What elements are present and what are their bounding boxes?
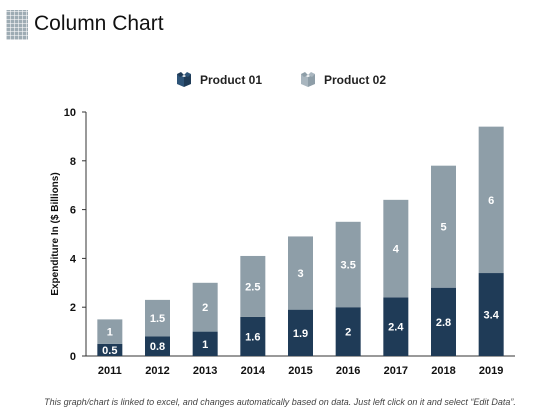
bar-product-02 [97, 319, 123, 344]
data-label: 1 [202, 339, 208, 351]
bar-product-02 [192, 282, 218, 332]
data-label: 1.6 [245, 331, 260, 343]
x-tick-label: 2016 [336, 365, 360, 377]
data-label: 2 [345, 327, 351, 339]
bar-product-01 [240, 316, 266, 356]
data-label: 0.8 [150, 341, 165, 353]
data-label: 1.9 [293, 328, 308, 340]
data-label: 2.8 [436, 317, 451, 329]
x-tick-label: 2014 [241, 365, 266, 377]
grid-square-icon [6, 10, 28, 40]
x-tick-label: 2012 [145, 365, 169, 377]
y-tick-label: 2 [70, 302, 76, 314]
y-tick-label: 4 [70, 253, 77, 265]
data-label: 1.5 [150, 313, 165, 325]
data-label: 1 [107, 327, 113, 339]
legend-item-product-02: Product 02 [300, 68, 386, 92]
bar-product-01 [192, 331, 218, 356]
bar-product-01 [478, 273, 504, 356]
data-label: 3 [297, 268, 303, 280]
data-label: 4 [393, 244, 400, 256]
bar-product-01 [383, 297, 409, 356]
bar-product-02 [478, 126, 504, 274]
legend-item-product-01: Product 01 [176, 68, 262, 92]
data-label: 6 [488, 195, 494, 207]
bar-product-02 [335, 221, 361, 308]
x-tick-label: 2018 [431, 365, 455, 377]
box-icon [177, 72, 191, 87]
data-label: 3.4 [484, 310, 500, 322]
x-tick-label: 2019 [479, 365, 503, 377]
y-tick-label: 6 [70, 205, 76, 217]
bar-product-01 [288, 309, 313, 356]
page-title: Column Chart [34, 12, 164, 35]
y-tick-label: 10 [64, 107, 76, 119]
y-tick-label: 8 [70, 156, 76, 168]
data-label: 2.5 [245, 281, 260, 293]
bar-product-01 [431, 287, 456, 356]
data-label: 2.4 [388, 322, 404, 334]
legend-label-product-01: Product 01 [200, 73, 263, 87]
x-tick-label: 2013 [193, 365, 217, 377]
x-tick-label: 2017 [384, 365, 408, 377]
data-label: 0.5 [102, 345, 117, 357]
bar-product-02 [288, 236, 313, 310]
box-icon [301, 72, 315, 87]
legend-label-product-02: Product 02 [324, 73, 387, 87]
bar-product-02 [383, 199, 409, 298]
footnote: This graph/chart is linked to excel, and… [44, 397, 516, 407]
data-label: 3.5 [341, 260, 356, 272]
data-label: 2 [202, 302, 208, 314]
bar-product-02 [240, 255, 266, 317]
bar-product-01 [97, 343, 123, 356]
bar-product-02 [431, 165, 456, 288]
x-tick-label: 2011 [98, 365, 122, 377]
bar-product-02 [145, 299, 170, 337]
bar-product-01 [145, 336, 170, 356]
y-tick-label: 0 [70, 351, 76, 363]
data-label: 5 [440, 222, 446, 234]
x-tick-label: 2015 [288, 365, 312, 377]
y-axis-title: Expenditure In ($ Billions) [50, 172, 61, 295]
bar-product-01 [335, 307, 361, 356]
